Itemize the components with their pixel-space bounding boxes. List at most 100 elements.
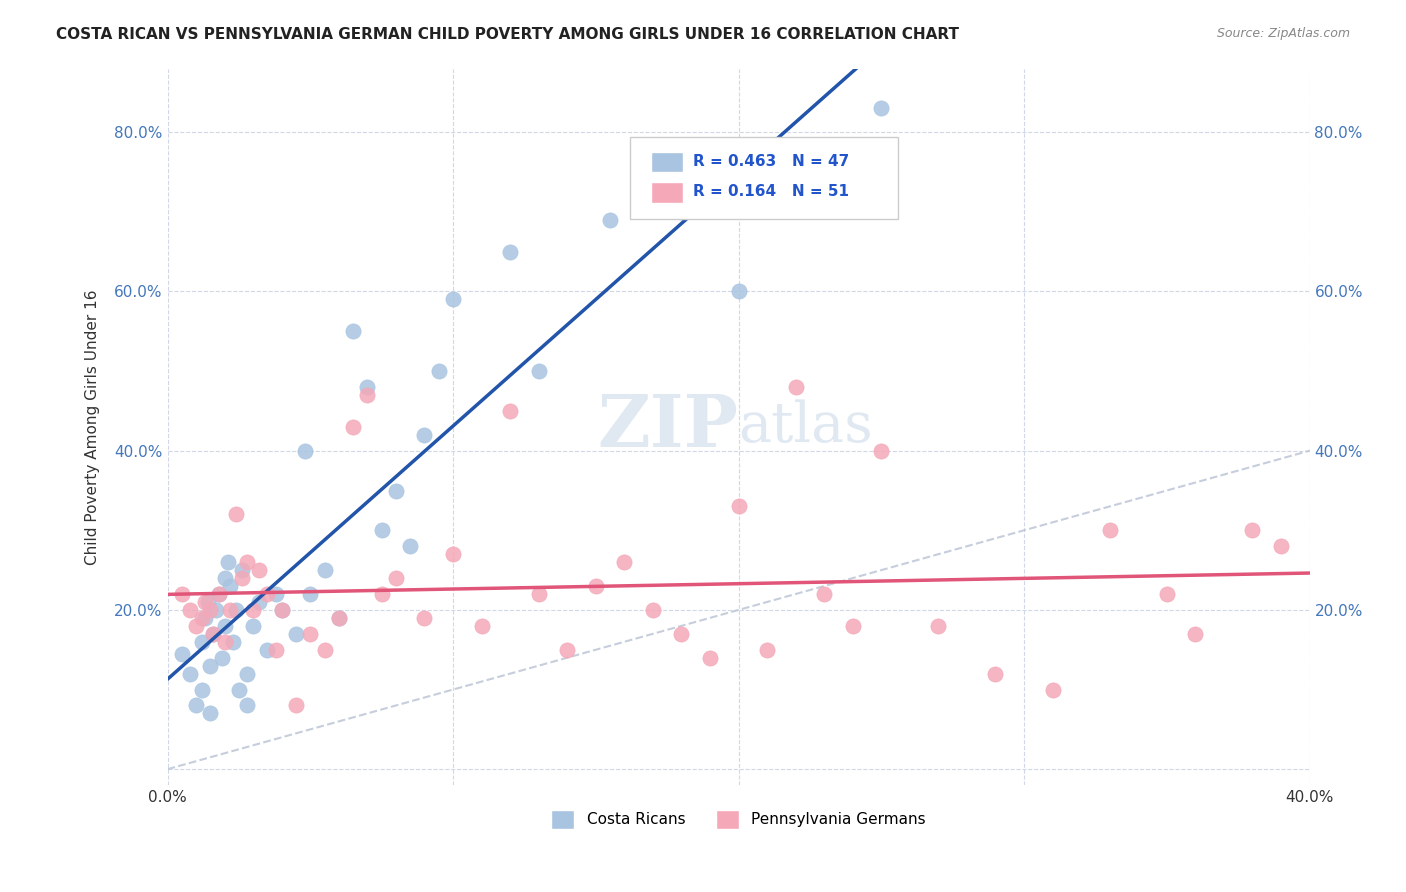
Point	[813, 587, 835, 601]
Point	[211, 650, 233, 665]
Point	[200, 658, 222, 673]
Point	[191, 682, 214, 697]
Point	[231, 563, 253, 577]
Point	[219, 579, 242, 593]
Point	[242, 619, 264, 633]
Point	[785, 380, 807, 394]
Point	[299, 627, 322, 641]
Point	[202, 627, 225, 641]
Point	[328, 611, 350, 625]
Point	[370, 587, 392, 601]
Point	[441, 547, 464, 561]
Point	[179, 603, 201, 617]
Point	[499, 244, 522, 259]
Point	[184, 698, 207, 713]
Point	[385, 483, 408, 498]
Point	[984, 666, 1007, 681]
Point	[342, 324, 364, 338]
Point	[527, 364, 550, 378]
Point	[270, 603, 292, 617]
Point	[205, 603, 228, 617]
Point	[1098, 524, 1121, 538]
Point	[194, 595, 217, 609]
Point	[1270, 539, 1292, 553]
Point	[179, 666, 201, 681]
Point	[870, 101, 893, 115]
Point	[214, 619, 236, 633]
Point	[222, 634, 245, 648]
Point	[217, 555, 239, 569]
Point	[1184, 627, 1206, 641]
Point	[314, 642, 336, 657]
Point	[256, 587, 278, 601]
Point	[194, 611, 217, 625]
Point	[285, 627, 308, 641]
Point	[228, 682, 250, 697]
Point	[671, 627, 693, 641]
Text: Source: ZipAtlas.com: Source: ZipAtlas.com	[1216, 27, 1350, 40]
Point	[231, 571, 253, 585]
Point	[299, 587, 322, 601]
Point	[264, 587, 287, 601]
Point	[264, 642, 287, 657]
Point	[208, 587, 231, 601]
Legend: Costa Ricans, Pennsylvania Germans: Costa Ricans, Pennsylvania Germans	[546, 804, 932, 835]
Point	[413, 427, 436, 442]
Point	[236, 666, 259, 681]
Point	[247, 563, 270, 577]
Bar	[651, 183, 682, 202]
Point	[499, 404, 522, 418]
Point	[699, 650, 721, 665]
Point	[242, 603, 264, 617]
Point	[356, 380, 378, 394]
Point	[328, 611, 350, 625]
Point	[191, 611, 214, 625]
FancyBboxPatch shape	[630, 136, 898, 219]
Point	[727, 285, 749, 299]
Point	[200, 603, 222, 617]
Point	[170, 647, 193, 661]
Point	[294, 443, 316, 458]
Point	[370, 524, 392, 538]
Point	[225, 508, 247, 522]
Point	[1156, 587, 1178, 601]
Point	[247, 595, 270, 609]
Point	[236, 555, 259, 569]
Point	[184, 619, 207, 633]
Point	[214, 571, 236, 585]
Point	[1042, 682, 1064, 697]
Point	[927, 619, 949, 633]
Text: R = 0.164   N = 51: R = 0.164 N = 51	[693, 185, 849, 199]
Point	[285, 698, 308, 713]
Point	[613, 555, 636, 569]
Point	[270, 603, 292, 617]
Point	[756, 642, 779, 657]
Point	[314, 563, 336, 577]
Point	[236, 698, 259, 713]
Point	[356, 388, 378, 402]
Point	[385, 571, 408, 585]
Point	[200, 706, 222, 721]
Text: ZIP: ZIP	[598, 392, 738, 462]
Point	[1241, 524, 1264, 538]
Point	[202, 627, 225, 641]
Point	[599, 212, 621, 227]
Point	[256, 642, 278, 657]
Point	[727, 500, 749, 514]
Point	[441, 293, 464, 307]
Point	[219, 603, 242, 617]
Point	[641, 603, 664, 617]
Point	[841, 619, 863, 633]
Text: R = 0.463   N = 47: R = 0.463 N = 47	[693, 154, 849, 169]
Point	[342, 419, 364, 434]
Point	[671, 204, 693, 219]
Point	[471, 619, 494, 633]
Point	[413, 611, 436, 625]
Bar	[651, 153, 682, 172]
Point	[214, 634, 236, 648]
Point	[170, 587, 193, 601]
Point	[870, 443, 893, 458]
Y-axis label: Child Poverty Among Girls Under 16: Child Poverty Among Girls Under 16	[86, 289, 100, 565]
Point	[555, 642, 578, 657]
Text: COSTA RICAN VS PENNSYLVANIA GERMAN CHILD POVERTY AMONG GIRLS UNDER 16 CORRELATIO: COSTA RICAN VS PENNSYLVANIA GERMAN CHILD…	[56, 27, 959, 42]
